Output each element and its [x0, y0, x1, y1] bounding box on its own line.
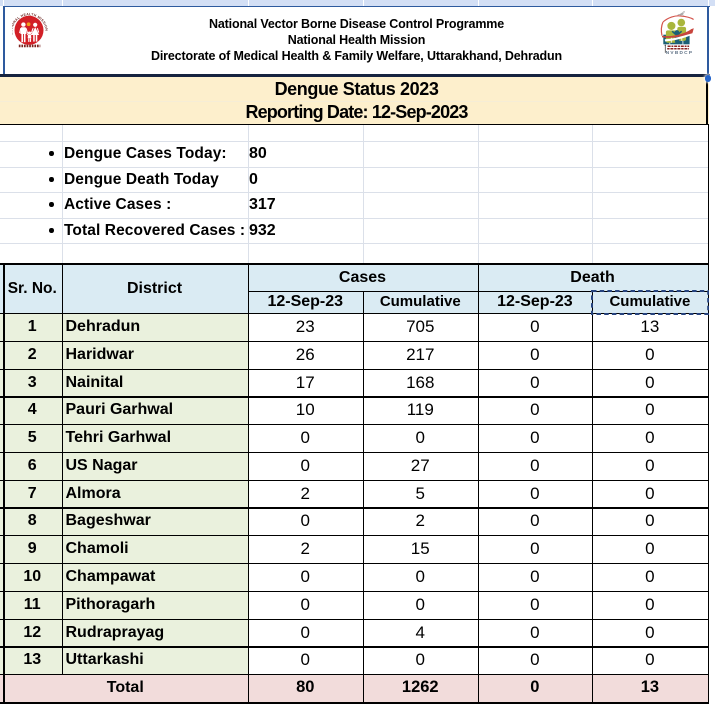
- svg-text:NVBDCP: NVBDCP: [666, 50, 694, 55]
